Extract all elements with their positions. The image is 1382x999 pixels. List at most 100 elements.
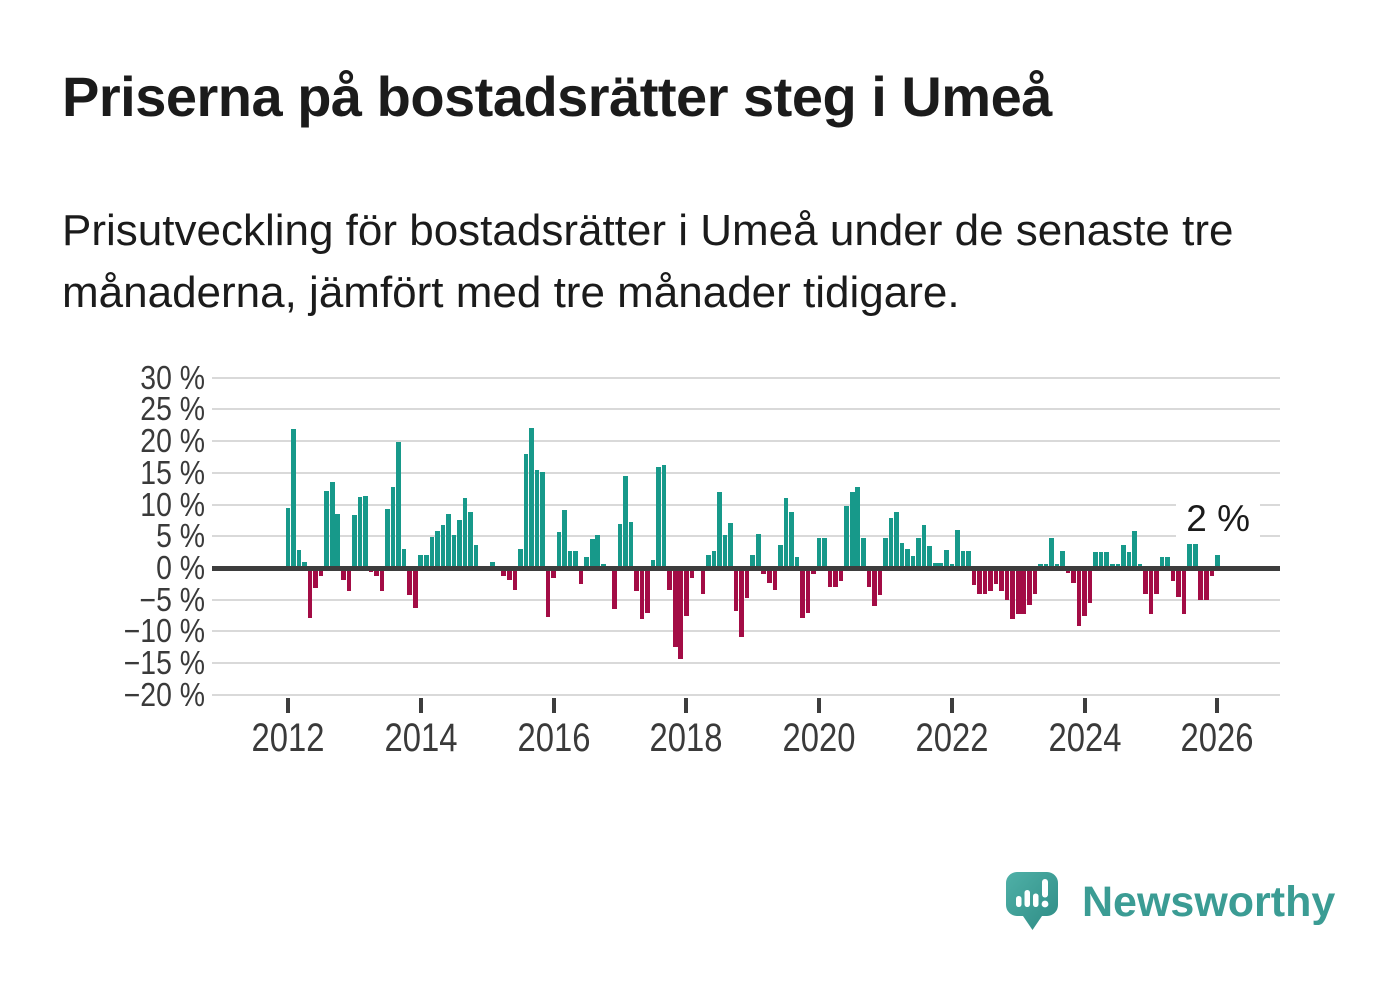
bar-negative	[999, 568, 1004, 591]
chart-title: Priserna på bostadsrätter steg i Umeå	[62, 65, 1052, 128]
bar-positive	[1192, 537, 1198, 568]
bar-negative	[1143, 568, 1148, 595]
bar-negative	[341, 568, 346, 581]
bar-negative	[612, 568, 617, 610]
bar-positive	[396, 441, 401, 568]
gridline	[212, 662, 1280, 665]
bar-negative	[977, 568, 982, 595]
bar-positive	[789, 511, 794, 568]
bar-negative	[1176, 568, 1181, 598]
bar-positive	[595, 535, 601, 568]
bar-negative	[379, 568, 385, 592]
x-axis-tick	[286, 698, 290, 713]
x-axis-tick-label: 2020	[782, 716, 856, 760]
bar-positive	[462, 498, 468, 568]
bar-positive	[921, 524, 927, 568]
y-axis-tick-label: −20 %	[123, 675, 205, 713]
x-axis-tick	[1082, 698, 1087, 713]
bar-positive	[894, 511, 899, 568]
bar-positive	[1121, 544, 1126, 568]
bar-positive	[1049, 537, 1054, 568]
bar-positive	[523, 454, 529, 568]
y-axis-tick-label: −5 %	[139, 580, 205, 618]
bar-negative	[700, 568, 706, 595]
bar-negative	[833, 568, 838, 588]
bar-negative	[639, 568, 645, 620]
bar-positive	[435, 530, 440, 568]
x-axis-tick-label: 2022	[915, 716, 989, 760]
speech-bubble-bar-chart-icon	[1006, 872, 1058, 930]
bar-negative	[678, 568, 684, 660]
bar-negative	[800, 568, 805, 619]
bar-positive	[335, 514, 341, 568]
bar-negative	[877, 568, 883, 596]
y-axis-tick-label: 5 %	[156, 517, 205, 555]
bar-positive	[1165, 556, 1170, 568]
x-axis-tick-label: 2012	[251, 716, 325, 760]
bar-negative	[346, 568, 352, 592]
gridline	[212, 440, 1280, 443]
x-axis-tick	[817, 698, 822, 713]
bar-positive	[418, 555, 424, 568]
bar-positive	[562, 510, 567, 568]
bar-positive	[518, 548, 523, 568]
bar-positive	[728, 522, 733, 568]
bar-negative	[512, 568, 518, 591]
bar-positive	[938, 562, 944, 568]
y-axis-tick-label: −15 %	[123, 644, 205, 682]
bar-negative	[1082, 568, 1087, 616]
bar-positive	[794, 556, 800, 568]
bar-negative	[1026, 568, 1032, 605]
bar-negative	[667, 568, 672, 590]
bar-negative	[1087, 568, 1093, 603]
bar-negative	[313, 568, 318, 588]
bar-positive	[540, 471, 545, 568]
bar-negative	[684, 568, 689, 617]
bar-positive	[285, 507, 291, 568]
bar-negative	[501, 568, 507, 576]
gridline	[212, 471, 1280, 474]
bar-positive	[357, 496, 363, 568]
bar-positive	[905, 548, 910, 568]
bar-positive	[468, 512, 473, 568]
bar-positive	[960, 550, 966, 568]
bar-positive	[628, 521, 634, 568]
newsworthy-logo: Newsworthy	[1006, 872, 1335, 930]
bar-negative	[1204, 568, 1209, 600]
bar-negative	[672, 568, 678, 647]
gridline	[212, 598, 1280, 601]
bar-positive	[822, 537, 827, 568]
bar-positive	[390, 487, 396, 568]
bar-negative	[578, 568, 584, 584]
x-axis-tick-label: 2016	[517, 716, 591, 760]
bar-negative	[1032, 568, 1038, 595]
bar-positive	[1215, 555, 1220, 568]
bar-negative	[374, 568, 379, 576]
x-axis-tick	[418, 698, 423, 713]
bar-positive	[750, 555, 755, 568]
bar-positive	[944, 550, 949, 568]
bar-positive	[1060, 550, 1065, 568]
bar-positive	[1104, 551, 1110, 568]
bar-positive	[352, 515, 357, 568]
bar-negative	[551, 568, 556, 578]
x-axis-tick-label: 2014	[384, 716, 458, 760]
bar-positive	[457, 519, 462, 568]
bar-positive	[573, 550, 578, 568]
bar-positive	[650, 559, 656, 568]
bar-negative	[1148, 568, 1154, 614]
bar-positive	[849, 492, 855, 568]
bar-negative	[1209, 568, 1215, 576]
bar-positive	[656, 467, 661, 568]
bar-negative	[689, 568, 695, 578]
bar-negative	[318, 568, 324, 576]
bar-positive	[783, 498, 789, 568]
x-axis-tick-label: 2018	[649, 716, 723, 760]
gridline	[212, 693, 1280, 696]
bar-negative	[634, 568, 639, 592]
bar-positive	[385, 508, 390, 568]
bar-positive	[711, 550, 717, 568]
bar-negative	[971, 568, 977, 586]
gridline	[212, 503, 1280, 506]
bar-negative	[988, 568, 993, 591]
